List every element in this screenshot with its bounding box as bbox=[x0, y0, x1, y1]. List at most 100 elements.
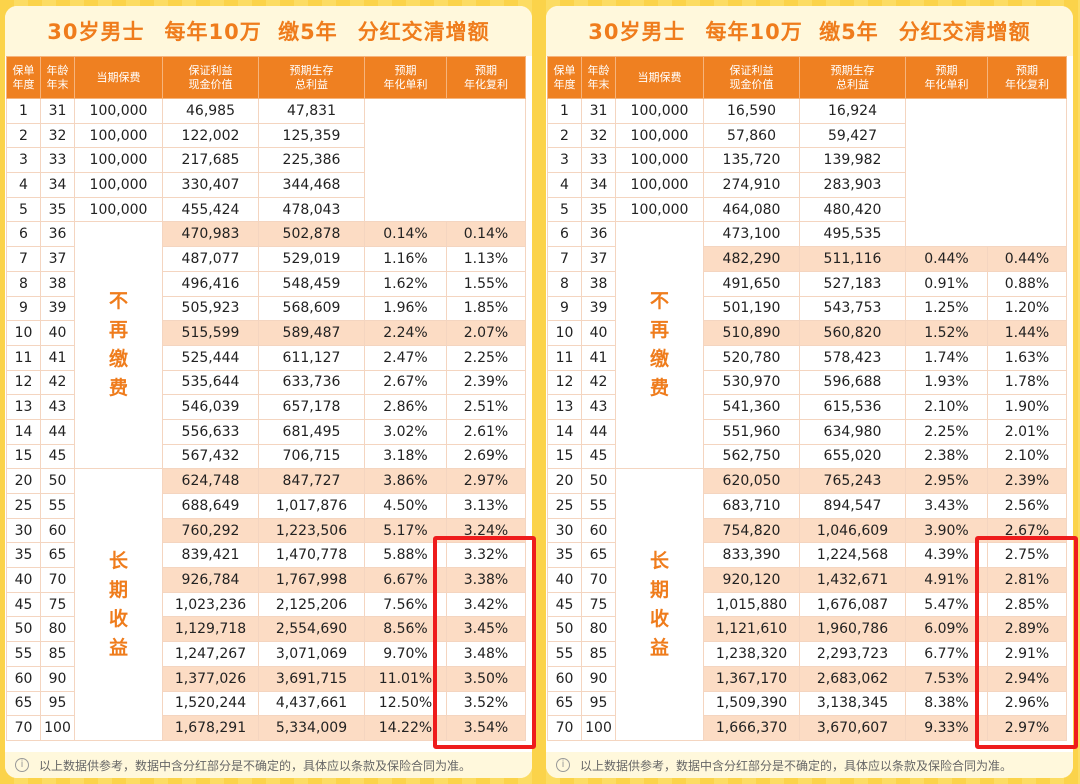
table-cell: 3.50% bbox=[446, 665, 526, 692]
table-cell: 36 bbox=[581, 221, 616, 248]
table-cell: 754,820 bbox=[703, 517, 800, 544]
table-row: 9 39 501,190 543,753 1.25% 1.20% bbox=[547, 295, 1067, 322]
table-cell: 3 bbox=[6, 147, 41, 174]
table-cell: 1.62% bbox=[364, 270, 447, 297]
table-cell: 1 bbox=[6, 98, 41, 124]
table-cell: 3.43% bbox=[905, 493, 988, 519]
table-cell: 344,468 bbox=[258, 172, 365, 198]
table-row: 70 100 1,678,291 5,334,009 14.22% 3.54% bbox=[6, 715, 526, 741]
column-header: 当期保费 bbox=[615, 56, 704, 99]
table-cell: 6 bbox=[6, 221, 41, 248]
table-cell: 100,000 bbox=[74, 122, 163, 149]
table-cell: 3,691,715 bbox=[258, 665, 365, 692]
table-cell: 14 bbox=[6, 418, 41, 445]
table-cell: 14.22% bbox=[364, 715, 447, 741]
table-cell: 3 bbox=[547, 147, 582, 174]
table-cell: 0.91% bbox=[905, 270, 988, 297]
table-cell: 10 bbox=[6, 320, 41, 346]
table-row: 14 44 551,960 634,980 2.25% 2.01% bbox=[547, 418, 1067, 445]
table-cell: 2.96% bbox=[987, 690, 1067, 717]
table-cell: 5.88% bbox=[364, 542, 447, 569]
table-cell: 6.09% bbox=[905, 616, 988, 643]
table-cell: 12.50% bbox=[364, 690, 447, 717]
table-cell: 45 bbox=[547, 591, 582, 618]
table-cell: 683,710 bbox=[703, 493, 800, 519]
table-cell: 894,547 bbox=[799, 493, 906, 519]
table-cell: 3.54% bbox=[446, 715, 526, 741]
table-cell: 122,002 bbox=[162, 122, 259, 149]
table-cell: 1.16% bbox=[364, 246, 447, 272]
table-cell: 1.13% bbox=[446, 246, 526, 272]
table-cell: 6.67% bbox=[364, 567, 447, 593]
table-cell: 530,970 bbox=[703, 369, 800, 396]
merged-label-text: 长期收益 bbox=[649, 549, 669, 659]
table-cell: 33 bbox=[581, 147, 616, 174]
table-cell: 2,683,062 bbox=[799, 665, 906, 692]
table-cell: 43 bbox=[581, 394, 616, 420]
table-cell: 50 bbox=[547, 616, 582, 643]
table-cell: 543,753 bbox=[799, 295, 906, 322]
table-cell: 8.56% bbox=[364, 616, 447, 643]
column-header: 年龄 年末 bbox=[40, 56, 75, 99]
column-header: 当期保费 bbox=[74, 56, 163, 99]
table-cell: 1,666,370 bbox=[703, 715, 800, 741]
table-cell: 16,924 bbox=[799, 98, 906, 124]
table-cell: 35 bbox=[581, 196, 616, 223]
table-cell: 501,190 bbox=[703, 295, 800, 322]
table-cell: 75 bbox=[581, 591, 616, 618]
table-cell: 283,903 bbox=[799, 172, 906, 198]
table-cell: 14 bbox=[547, 418, 582, 445]
table-cell: 6.77% bbox=[905, 641, 988, 667]
table-cell: 135,720 bbox=[703, 147, 800, 174]
table-cell: 7.56% bbox=[364, 591, 447, 618]
table-cell: 455,424 bbox=[162, 196, 259, 223]
table-cell: 2.24% bbox=[364, 320, 447, 346]
table-cell: 70 bbox=[547, 715, 582, 741]
column-header: 年龄 年末 bbox=[581, 56, 616, 99]
table-cell: 2.10% bbox=[905, 394, 988, 420]
table-cell: 1.52% bbox=[905, 320, 988, 346]
table-cell: 20 bbox=[6, 468, 41, 494]
table-cell: 470,983 bbox=[162, 221, 259, 248]
table-cell: 125,359 bbox=[258, 122, 365, 149]
table-cell: 25 bbox=[6, 493, 41, 519]
table-cell: 1.63% bbox=[987, 344, 1067, 371]
column-header: 保证利益 现金价值 bbox=[162, 56, 259, 99]
table-cell: 41 bbox=[581, 344, 616, 371]
table-cell: 1,015,880 bbox=[703, 591, 800, 618]
table-cell: 35 bbox=[547, 542, 582, 569]
table-row: 70 100 1,666,370 3,670,607 9.33% 2.97% bbox=[547, 715, 1067, 741]
table-cell: 70 bbox=[581, 567, 616, 593]
table-row: 25 55 688,649 1,017,876 4.50% 3.13% bbox=[6, 493, 526, 519]
table-cell: 525,444 bbox=[162, 344, 259, 371]
table-row: 55 85 1,247,267 3,071,069 9.70% 3.48% bbox=[6, 641, 526, 667]
table-cell: 60 bbox=[40, 517, 75, 544]
table-cell: 75 bbox=[40, 591, 75, 618]
table-cell: 1,960,786 bbox=[799, 616, 906, 643]
table-cell: 2.75% bbox=[987, 542, 1067, 569]
table-cell: 41 bbox=[40, 344, 75, 371]
left-title: 30岁男士 每年10万 缴5年 分红交清增额 bbox=[5, 6, 532, 56]
right-footnote: i 以上数据供参考，数据中含分红部分是不确定的，具体应以条款及保险合同为准。 bbox=[546, 752, 1073, 778]
table-cell: 3.86% bbox=[364, 468, 447, 494]
table-cell: 706,715 bbox=[258, 443, 365, 470]
right-panel: 30岁男士 每年10万 缴5年 分红交清增额 保单 年度 年龄 年末 当期保费 保证利益 … bbox=[546, 6, 1073, 778]
table-cell: 3,071,069 bbox=[258, 641, 365, 667]
table-cell: 1,432,671 bbox=[799, 567, 906, 593]
table-cell: 16,590 bbox=[703, 98, 800, 124]
table-cell: 5 bbox=[6, 196, 41, 223]
table-cell: 3.18% bbox=[364, 443, 447, 470]
table-cell: 40 bbox=[547, 567, 582, 593]
table-cell: 681,495 bbox=[258, 418, 365, 445]
table-cell: 1.44% bbox=[987, 320, 1067, 346]
table-cell: 1.96% bbox=[364, 295, 447, 322]
table-cell: 11 bbox=[547, 344, 582, 371]
merged-label-text: 不再缴费 bbox=[108, 290, 128, 400]
table-cell: 3.13% bbox=[446, 493, 526, 519]
table-cell: 7 bbox=[547, 246, 582, 272]
table-cell: 45 bbox=[581, 443, 616, 470]
table-cell: 4 bbox=[6, 172, 41, 198]
table-cell: 657,178 bbox=[258, 394, 365, 420]
table-cell: 11 bbox=[6, 344, 41, 371]
table-cell: 2.81% bbox=[987, 567, 1067, 593]
